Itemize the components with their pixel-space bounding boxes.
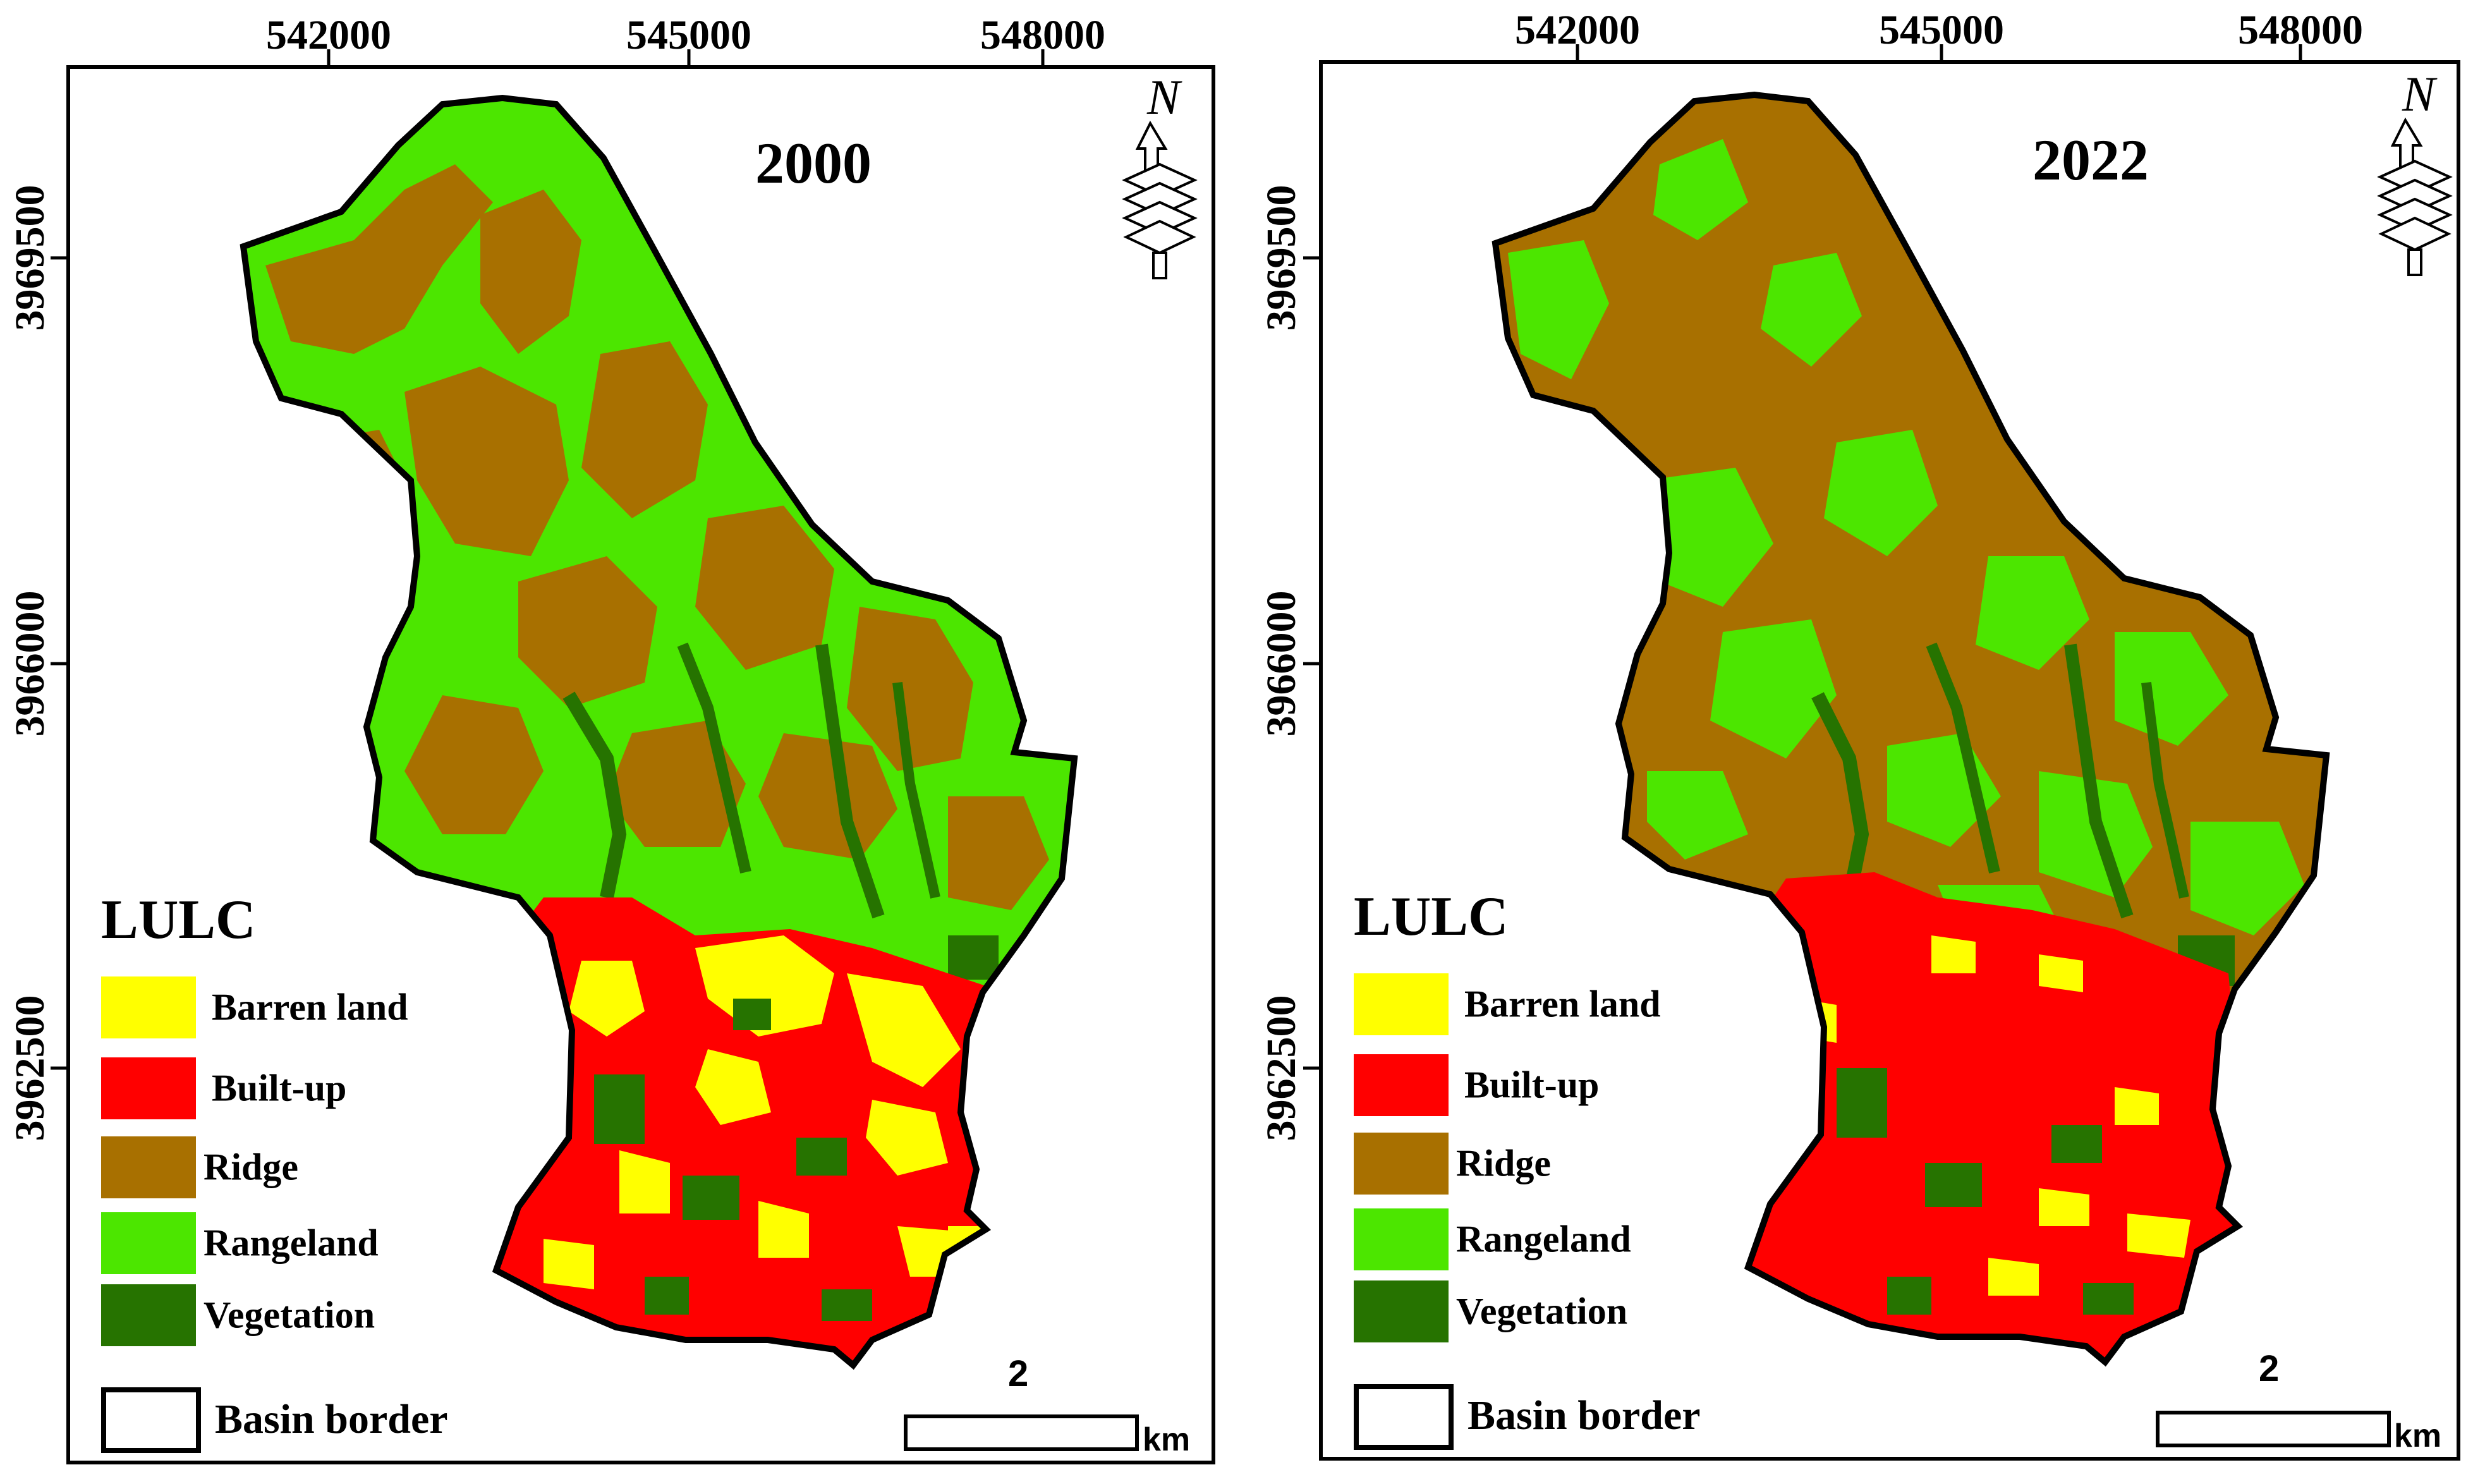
map-frame-2000 xyxy=(51,49,1215,1464)
scale-value: 2 xyxy=(1008,1353,1029,1394)
scale-unit: km xyxy=(1143,1421,1191,1458)
x-tick-label: 545000 xyxy=(626,12,751,58)
x-tick-label: 545000 xyxy=(1879,7,2004,53)
legend-swatch xyxy=(101,1212,196,1274)
legend-label: Rangeland xyxy=(204,1222,379,1264)
x-tick-label: 548000 xyxy=(980,12,1105,58)
basin-border-2000 xyxy=(240,94,1078,1370)
map-neatline xyxy=(1319,60,2460,1461)
legend-swatch xyxy=(1354,1208,1449,1270)
y-tick-label: 3966000 xyxy=(1258,590,1304,737)
legend-label: Barren land xyxy=(1464,983,1661,1025)
north-arrow-icon: N xyxy=(2377,66,2453,276)
legend-label: Vegetation xyxy=(1456,1290,1628,1332)
north-letter: N xyxy=(2402,66,2438,121)
map-panel-2000: 542000 545000 548000 3969500 3966000 396… xyxy=(0,0,1242,1484)
scale-bar-rect xyxy=(2156,1411,2391,1447)
basin-border-swatch xyxy=(1354,1384,1454,1450)
legend-label: Barren land xyxy=(212,986,408,1028)
legend-swatch xyxy=(101,1057,196,1119)
basin-border-2022 xyxy=(1492,91,2330,1367)
north-letter: N xyxy=(1146,70,1182,125)
legend-label: Built-up xyxy=(1464,1064,1600,1106)
scale-bar-rect xyxy=(904,1414,1139,1451)
legend-label: Rangeland xyxy=(1456,1218,1631,1260)
legend-title: LULC xyxy=(101,889,256,951)
legend-swatch xyxy=(101,1136,196,1198)
legend-swatch xyxy=(101,1284,196,1346)
basin-border-swatch xyxy=(101,1387,201,1453)
y-tick-label: 3969500 xyxy=(7,185,53,331)
legend-swatch xyxy=(101,976,196,1038)
y-tick-label: 3966000 xyxy=(7,590,53,737)
basin-border-label: Basin border xyxy=(215,1396,448,1442)
lulc-raster-2000 xyxy=(243,98,1074,1365)
map-neatline xyxy=(66,65,1215,1464)
legend-label: Vegetation xyxy=(204,1294,375,1336)
legend-label: Built-up xyxy=(212,1067,347,1109)
scale-value: 2 xyxy=(2259,1348,2280,1389)
map-frame-2022 xyxy=(1303,44,2460,1461)
x-tick-label: 542000 xyxy=(1515,7,1640,53)
y-tick-label: 3962500 xyxy=(1258,995,1304,1141)
x-tick-label: 542000 xyxy=(266,12,391,58)
y-tick-label: 3962500 xyxy=(7,995,53,1141)
scale-unit: km xyxy=(2394,1418,2442,1454)
legend-swatch xyxy=(1354,1133,1449,1195)
map-year-title: 2022 xyxy=(2032,128,2149,192)
map-panel-2022: 542000 545000 548000 3969500 3966000 396… xyxy=(1242,0,2485,1484)
legend-swatch xyxy=(1354,1280,1449,1342)
lulc-raster-2022 xyxy=(1495,95,2326,1362)
legend-swatch xyxy=(1354,1054,1449,1116)
x-tick-label: 548000 xyxy=(2238,7,2363,53)
legend-label: Ridge xyxy=(1456,1142,1551,1184)
legend-swatch xyxy=(1354,973,1449,1035)
basin-border-label: Basin border xyxy=(1467,1392,1701,1438)
y-tick-label: 3969500 xyxy=(1258,185,1304,331)
legend-label: Ridge xyxy=(204,1146,298,1188)
legend-title: LULC xyxy=(1354,886,1509,947)
north-arrow-icon: N xyxy=(1122,70,1198,279)
map-year-title: 2000 xyxy=(755,131,872,195)
